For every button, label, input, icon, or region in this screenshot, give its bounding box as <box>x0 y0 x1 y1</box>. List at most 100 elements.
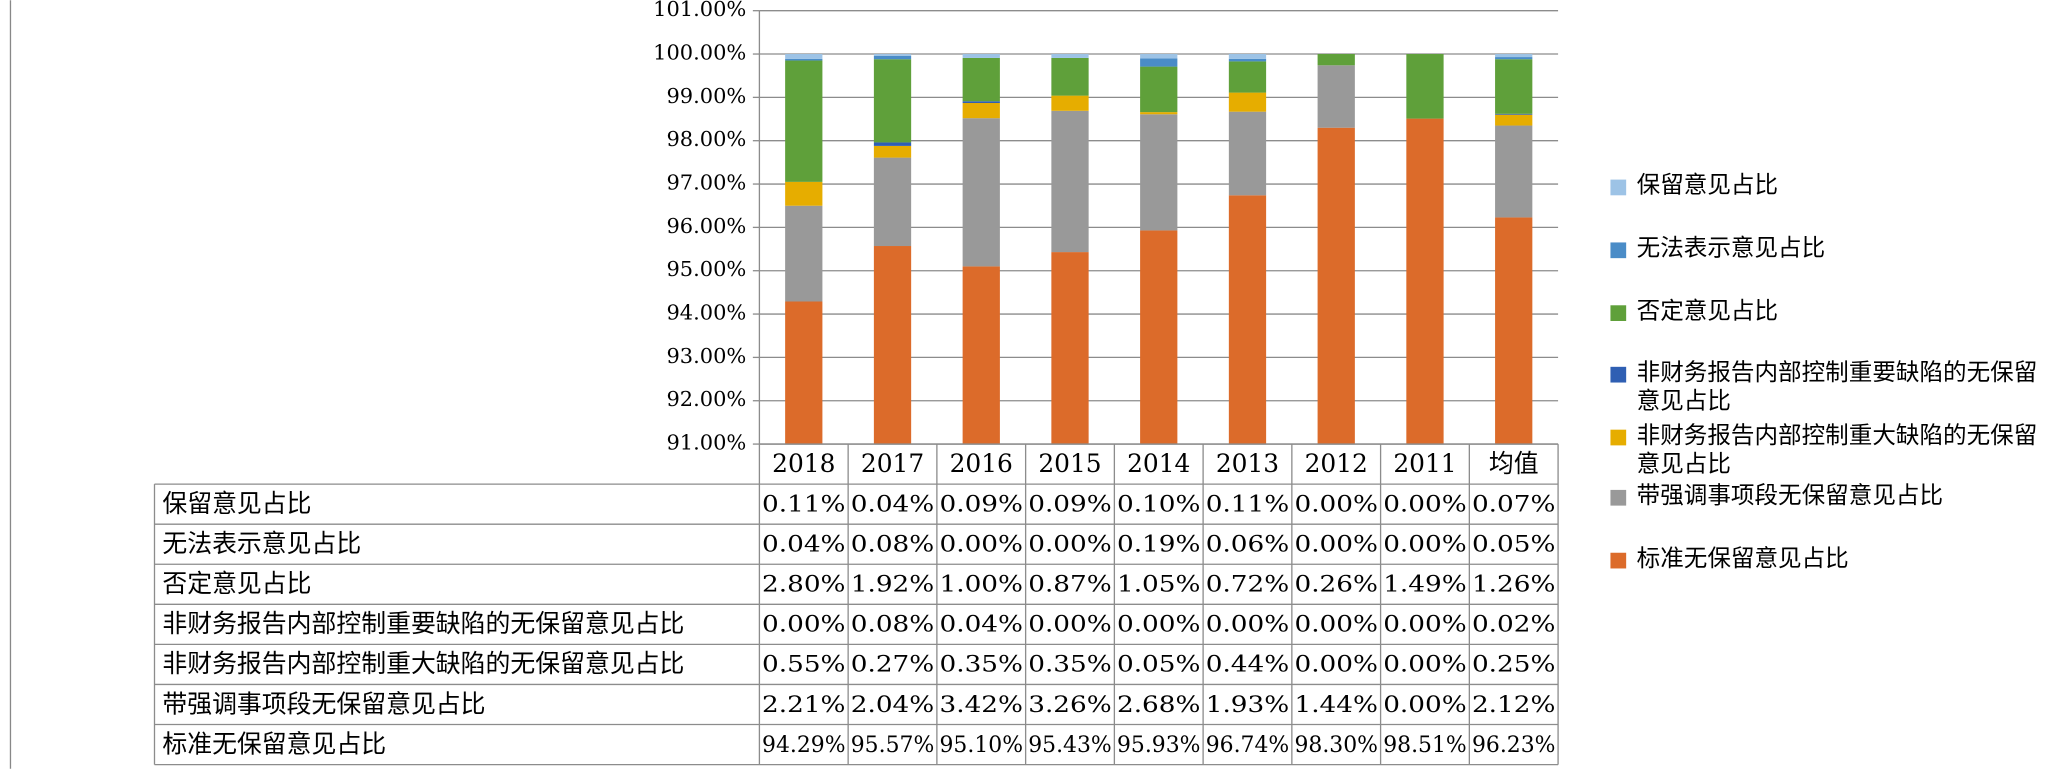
bar-segment <box>1140 114 1178 231</box>
bar-segment <box>962 101 1000 104</box>
legend-label-box: 保留意见占比 <box>1636 171 1779 200</box>
legend-label: 带强调事项段无保留意见占比 <box>1636 482 1944 510</box>
y-tick-label: 99.00% <box>666 84 746 108</box>
legend-label-box: 无法表示意见占比 <box>1636 234 1826 263</box>
table-cell: 0.04% <box>940 612 1024 638</box>
table-cell: 98.51% <box>1383 732 1467 758</box>
bar-segment <box>962 266 1000 445</box>
bar-segment <box>962 118 1000 267</box>
bar-segment <box>1051 54 1089 58</box>
table-cell: 95.57% <box>851 732 935 758</box>
bar-segment <box>1051 57 1089 96</box>
bar-segment <box>1495 59 1533 114</box>
bar-segment <box>873 157 912 247</box>
bar-segment <box>1495 57 1533 60</box>
table-cell: 1.05% <box>1117 572 1201 598</box>
table-row-label: 非财务报告内部控制重要缺陷的无保留意见占比 <box>162 609 684 638</box>
bar-segment <box>1228 195 1267 445</box>
x-tick-label: 2011 <box>1393 449 1456 478</box>
table-cell: 0.87% <box>1028 572 1112 598</box>
bar-segment <box>1051 110 1089 253</box>
table-cell: 0.00% <box>940 532 1024 558</box>
legend-label: 无法表示意见占比 <box>1636 234 1826 263</box>
bar-segment <box>1495 125 1533 218</box>
table-row-label: 否定意见占比 <box>162 569 311 598</box>
legend-label-box: 标准无保留意见占比 <box>1636 544 1849 573</box>
bar-segment <box>785 205 823 302</box>
bar-segment <box>1228 54 1267 59</box>
table-cell: 0.04% <box>851 491 935 517</box>
table-cell: 2.04% <box>851 692 935 718</box>
table-cell: 0.00% <box>1117 612 1201 638</box>
table-cell: 1.93% <box>1206 692 1290 718</box>
legend-label: 非财务报告内部控制重要缺陷的无保留意见占比 <box>1636 358 2038 416</box>
legend-label: 保留意见占比 <box>1636 171 1779 200</box>
table-cell: 0.04% <box>762 532 846 558</box>
bar-segment <box>873 55 912 60</box>
table-cell: 95.43% <box>1028 732 1112 758</box>
table-cell: 0.05% <box>1472 532 1556 558</box>
x-tick-label: 2014 <box>1127 449 1190 478</box>
table-cell: 0.00% <box>1206 612 1290 638</box>
table-cell: 0.27% <box>851 652 935 678</box>
table-cell: 94.29% <box>762 732 846 758</box>
bar-segment <box>1317 65 1355 128</box>
legend-label: 标准无保留意见占比 <box>1636 544 1849 573</box>
x-tick-label: 2013 <box>1216 449 1279 478</box>
table-cell: 0.08% <box>851 612 935 638</box>
table-row-label: 保留意见占比 <box>162 489 311 518</box>
table-cell: 1.49% <box>1383 572 1467 598</box>
x-tick-label: 2017 <box>861 449 924 478</box>
y-tick-label: 94.00% <box>666 301 746 325</box>
y-tick-label: 93.00% <box>666 344 746 368</box>
x-tick-label: 2015 <box>1038 449 1101 478</box>
y-tick-label: 91.00% <box>666 431 746 455</box>
table-cell: 1.44% <box>1294 692 1378 718</box>
table-cell: 95.10% <box>940 732 1024 758</box>
table-cell: 0.11% <box>1206 491 1290 517</box>
legend-swatch <box>1610 489 1627 506</box>
table-cell: 0.00% <box>1294 532 1378 558</box>
table-cell: 0.00% <box>1294 491 1378 517</box>
table-cell: 3.26% <box>1028 692 1112 718</box>
bar-segment <box>1140 54 1178 59</box>
bar-segment <box>962 57 1000 102</box>
bar-segment <box>1140 112 1178 115</box>
table-cell: 0.72% <box>1206 572 1290 598</box>
table-cell: 0.07% <box>1472 491 1556 517</box>
bar-segment <box>873 142 912 146</box>
bar-segment <box>1406 54 1444 119</box>
bar-segment <box>962 103 1000 119</box>
table-cell: 0.08% <box>851 532 935 558</box>
legend-swatch <box>1610 305 1627 321</box>
table-cell: 98.30% <box>1294 732 1378 758</box>
bar-segment <box>1051 252 1089 445</box>
table-cell: 0.19% <box>1117 532 1201 558</box>
x-tick-label: 均值 <box>1489 449 1539 478</box>
table-cell: 0.00% <box>1294 612 1378 638</box>
table-row-label: 标准无保留意见占比 <box>162 729 386 758</box>
y-tick-label: 98.00% <box>666 127 746 151</box>
y-tick-label: 92.00% <box>666 387 746 411</box>
legend-swatch <box>1610 366 1627 383</box>
table-cell: 0.00% <box>1028 532 1112 558</box>
table-cell: 0.05% <box>1117 652 1201 678</box>
legend-swatch <box>1610 242 1627 259</box>
table-cell: 0.44% <box>1206 652 1290 678</box>
table-cell: 0.00% <box>1383 652 1467 678</box>
legend-label-box: 非财务报告内部控制重大缺陷的无保留意见占比 <box>1637 422 2038 478</box>
table-cell: 1.92% <box>851 572 935 598</box>
table-cell: 0.55% <box>762 652 846 678</box>
table-cell: 0.10% <box>1117 491 1201 517</box>
legend-label-box: 否定意见占比 <box>1637 297 1778 324</box>
legend-swatch <box>1610 552 1627 569</box>
bar-segment <box>873 246 912 445</box>
table-cell: 2.12% <box>1472 692 1556 718</box>
bar-segment <box>962 54 1000 58</box>
table-cell: 0.00% <box>1028 612 1112 638</box>
x-tick-label: 2012 <box>1305 449 1368 478</box>
table-cell: 0.35% <box>940 652 1024 678</box>
bar-segment <box>785 58 823 61</box>
